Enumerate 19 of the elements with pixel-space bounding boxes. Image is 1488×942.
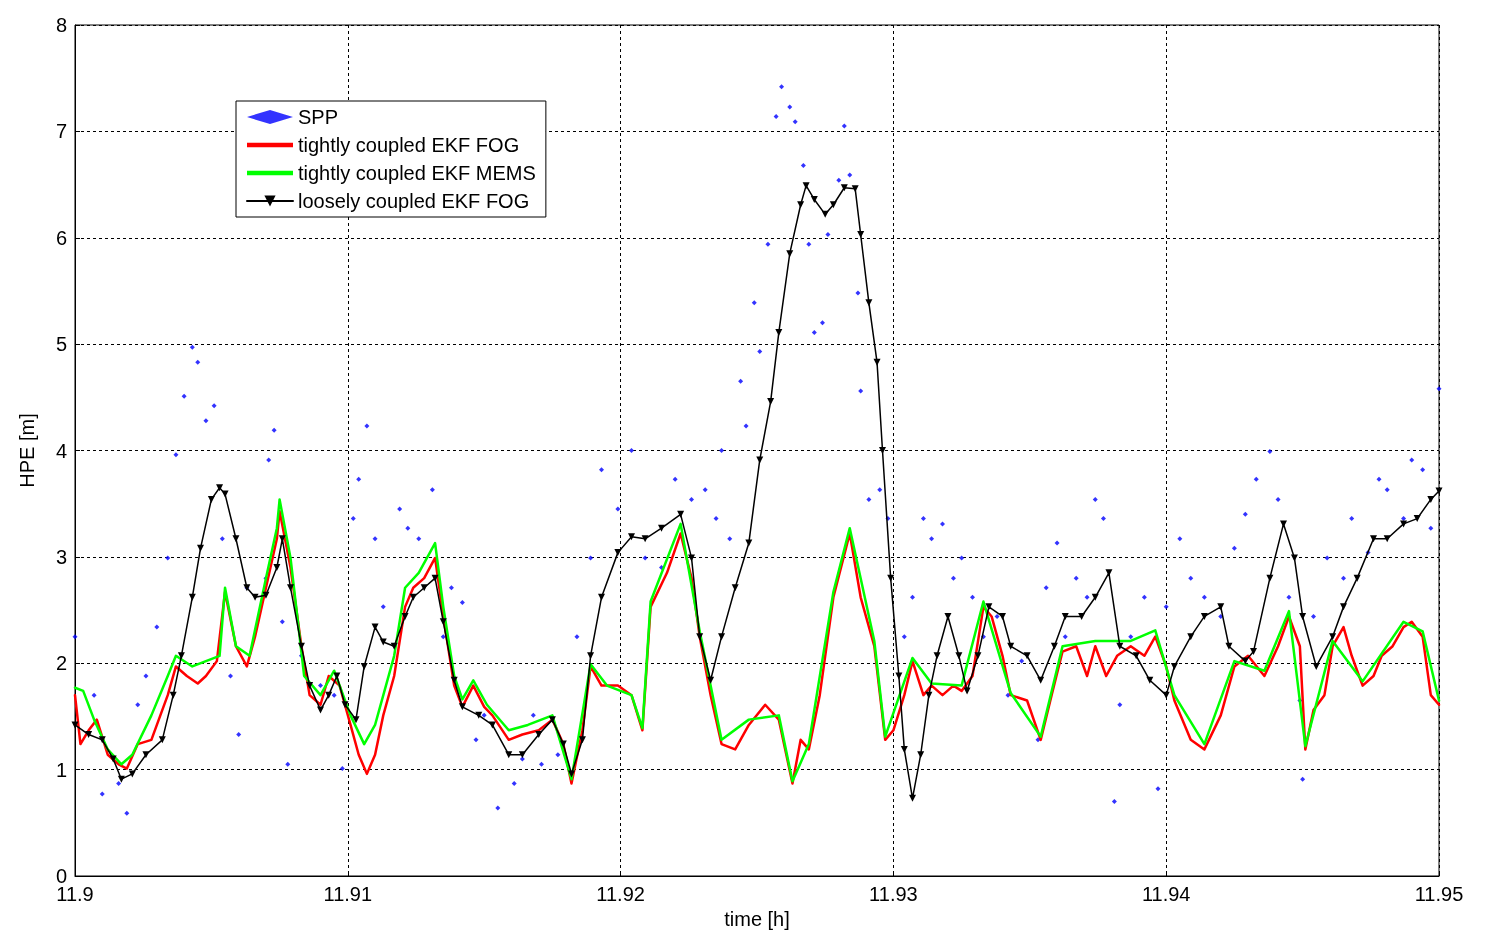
y-tick-label: 8 [55, 14, 67, 36]
legend-label: SPP [298, 106, 339, 128]
y-tick-label: 6 [55, 226, 67, 249]
y-tick-label: 3 [55, 545, 67, 568]
y-tick-label: 2 [55, 652, 67, 675]
x-axis-title: time [h] [724, 907, 790, 930]
x-tick-label: 11.93 [869, 883, 918, 905]
legend-label: tightly coupled EKF MEMS [298, 162, 536, 184]
x-tick-label: 11.91 [323, 883, 373, 905]
x-tick-label: 11.94 [1141, 883, 1191, 905]
y-axis-title: HPE [m] [16, 413, 38, 488]
x-tick-label: 11.92 [596, 883, 645, 905]
x-tick-label: 11.95 [1414, 883, 1464, 905]
y-tick-label: 1 [55, 758, 67, 781]
legend-label: loosely coupled EKF FOG [298, 190, 530, 212]
y-tick-label: 7 [55, 120, 67, 143]
legend-label: tightly coupled EKF FOG [298, 134, 520, 156]
y-tick-label: 4 [55, 439, 67, 462]
y-tick-label: 5 [55, 333, 67, 356]
